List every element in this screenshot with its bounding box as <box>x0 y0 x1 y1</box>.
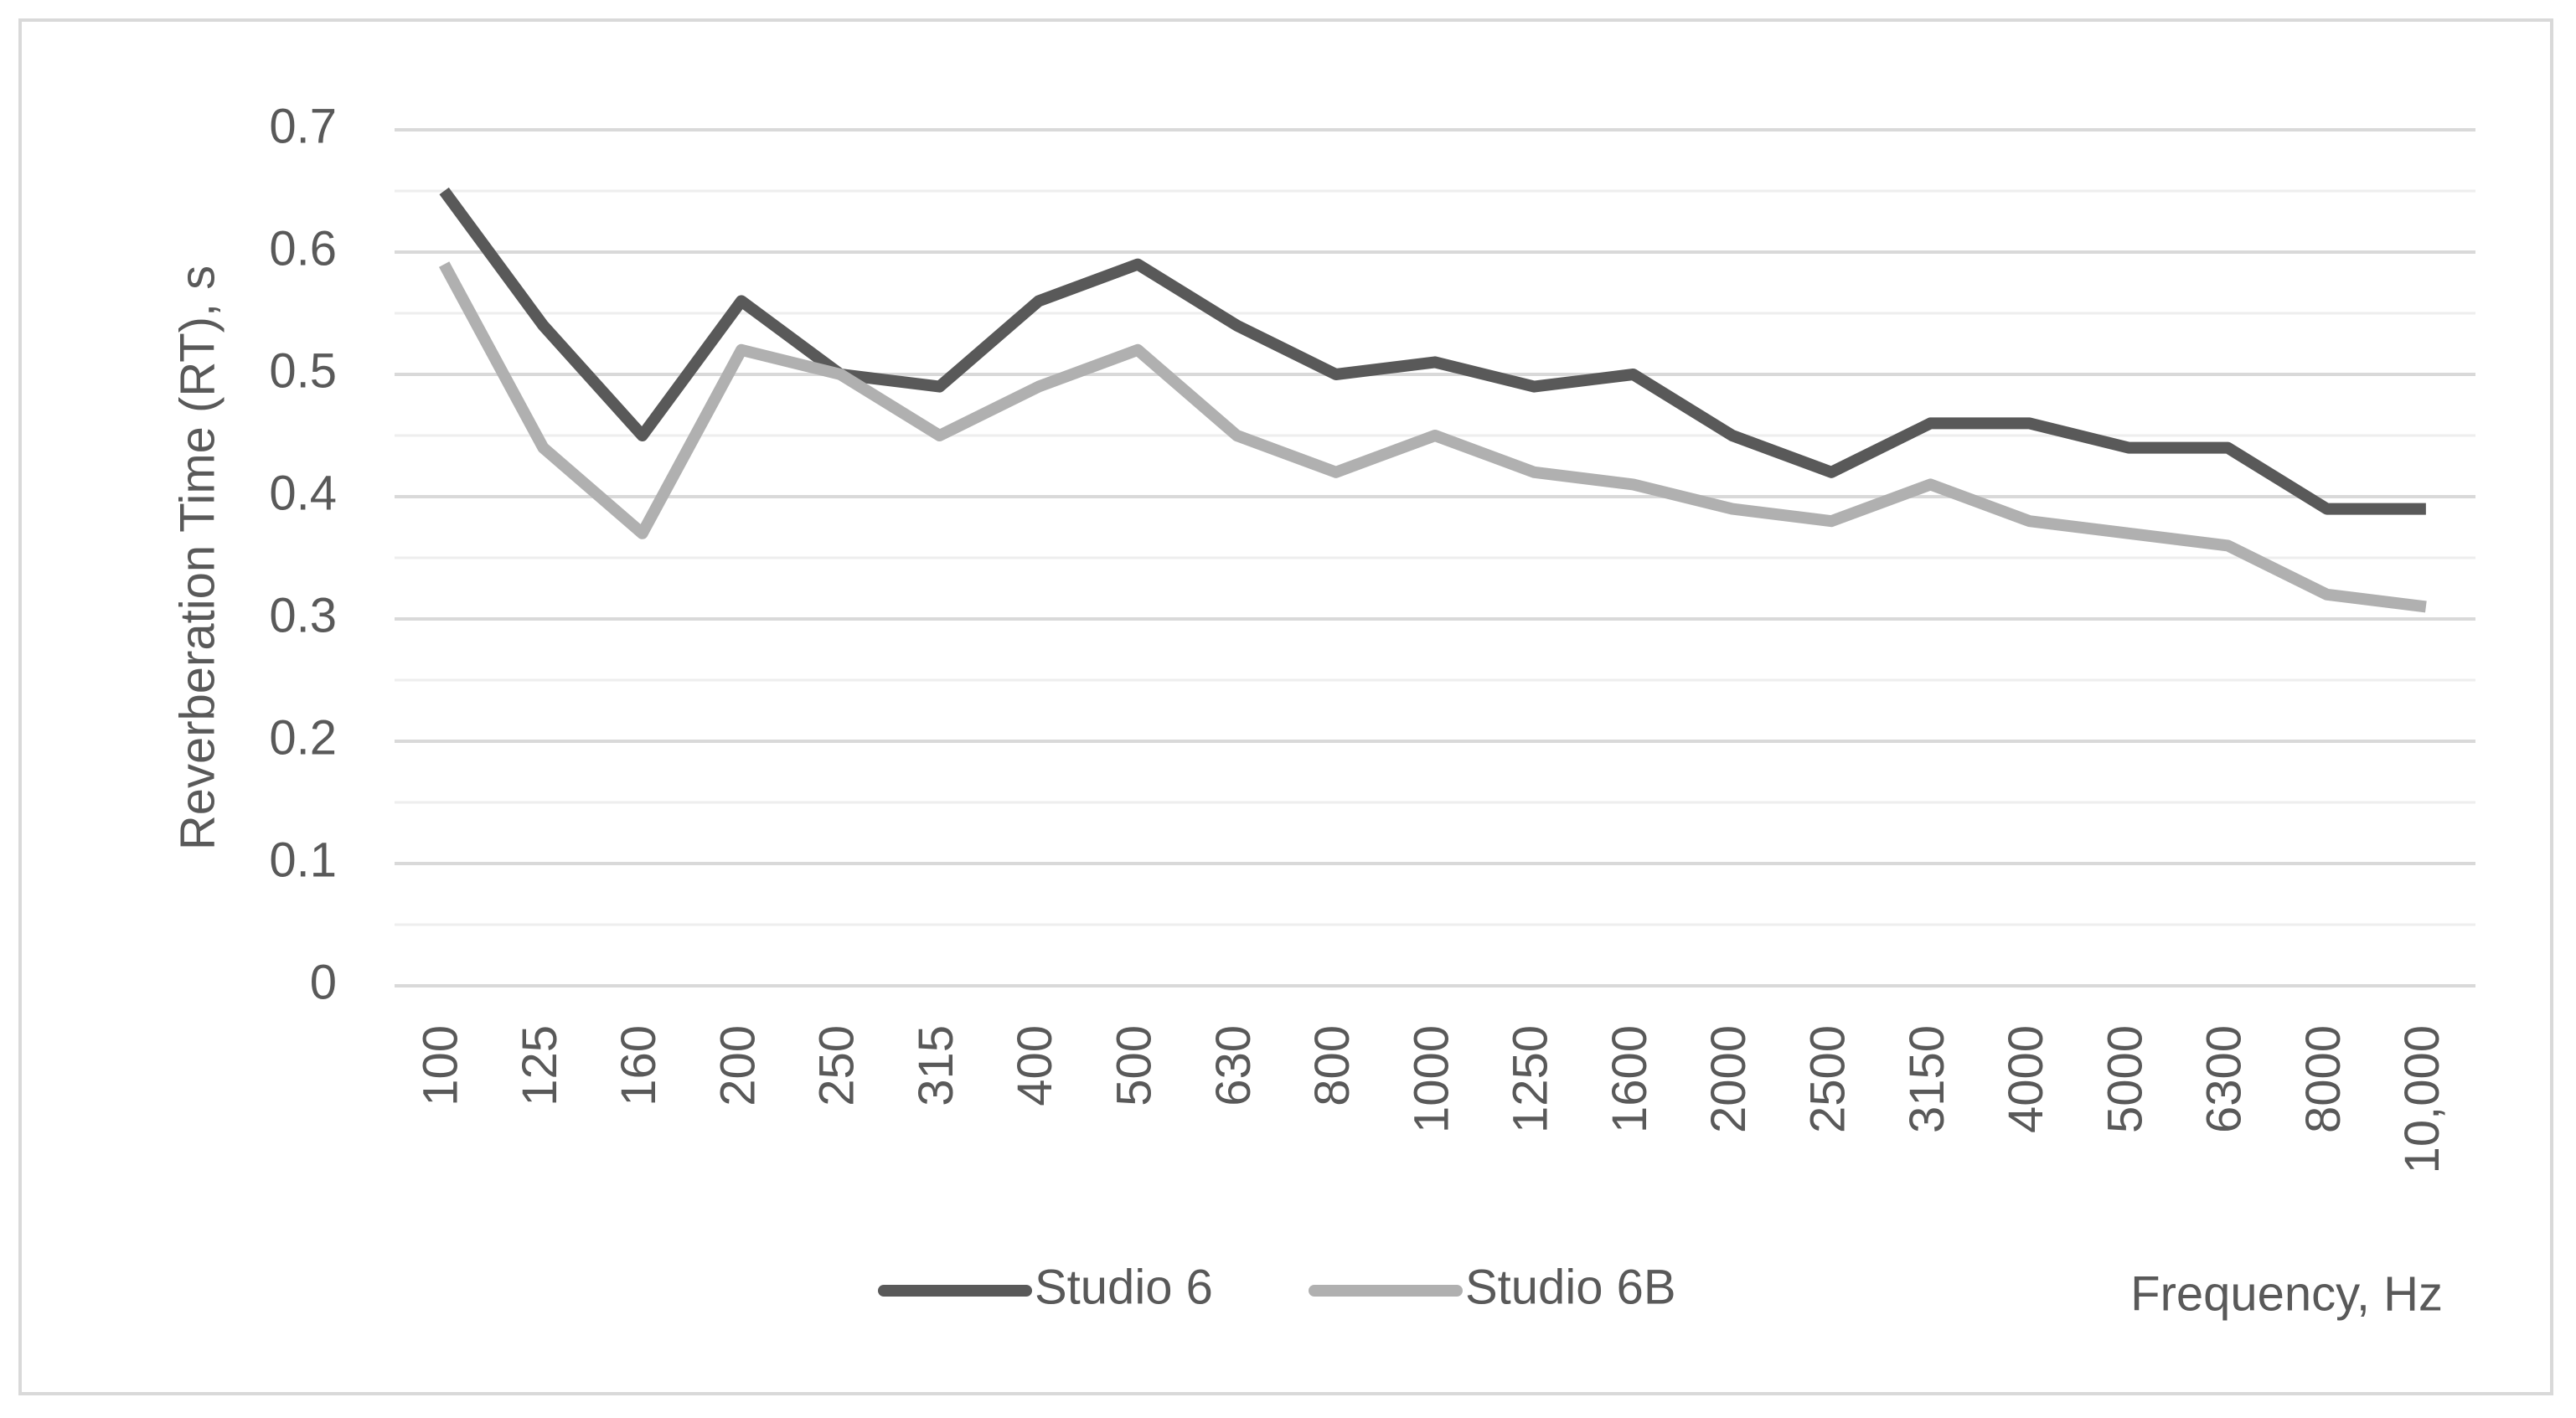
y-tick-label: 0.3 <box>269 588 337 642</box>
chart-border <box>18 18 2553 1395</box>
x-tick-label: 1600 <box>1603 1025 1657 1133</box>
x-tick-label: 1250 <box>1504 1025 1558 1133</box>
x-tick-label: 125 <box>513 1025 567 1106</box>
x-tick-label: 160 <box>612 1025 666 1106</box>
x-tick-label: 800 <box>1305 1025 1360 1106</box>
series-line <box>439 187 2426 515</box>
y-tick-label: 0.7 <box>269 99 337 153</box>
x-tick-label: 6300 <box>2197 1025 2252 1133</box>
legend-label: Studio 6B <box>1465 1260 1676 1314</box>
x-axis-title: Frequency, Hz <box>2130 1266 2443 1321</box>
y-axis-title: Reverberation Time (RT), s <box>170 266 225 850</box>
x-tick-label: 250 <box>810 1025 865 1106</box>
y-tick-label: 0.1 <box>269 833 337 887</box>
x-tick-label: 200 <box>710 1025 765 1106</box>
y-tick-label: 0.5 <box>269 343 337 398</box>
x-tick-label: 100 <box>413 1025 467 1106</box>
y-tick-label: 0.4 <box>269 466 337 520</box>
x-tick-label: 2500 <box>1800 1025 1855 1133</box>
x-tick-label: 315 <box>909 1025 963 1106</box>
x-tick-label: 8000 <box>2296 1025 2351 1133</box>
x-tick-label: 2000 <box>1701 1025 1756 1133</box>
legend-label: Studio 6 <box>1035 1260 1213 1314</box>
x-tick-label: 630 <box>1206 1025 1261 1106</box>
x-tick-label: 10,000 <box>2395 1025 2450 1173</box>
x-tick-label: 400 <box>1008 1025 1062 1106</box>
x-tick-label: 500 <box>1107 1025 1161 1106</box>
y-tick-label: 0.6 <box>269 221 337 276</box>
x-tick-label: 1000 <box>1404 1025 1458 1133</box>
y-tick-label: 0 <box>310 955 337 1009</box>
x-tick-label: 4000 <box>1999 1025 2053 1133</box>
x-tick-label: 5000 <box>2098 1025 2152 1133</box>
y-tick-label: 0.2 <box>269 710 337 765</box>
x-tick-label: 3150 <box>1900 1025 1954 1133</box>
series-line <box>438 261 2427 613</box>
